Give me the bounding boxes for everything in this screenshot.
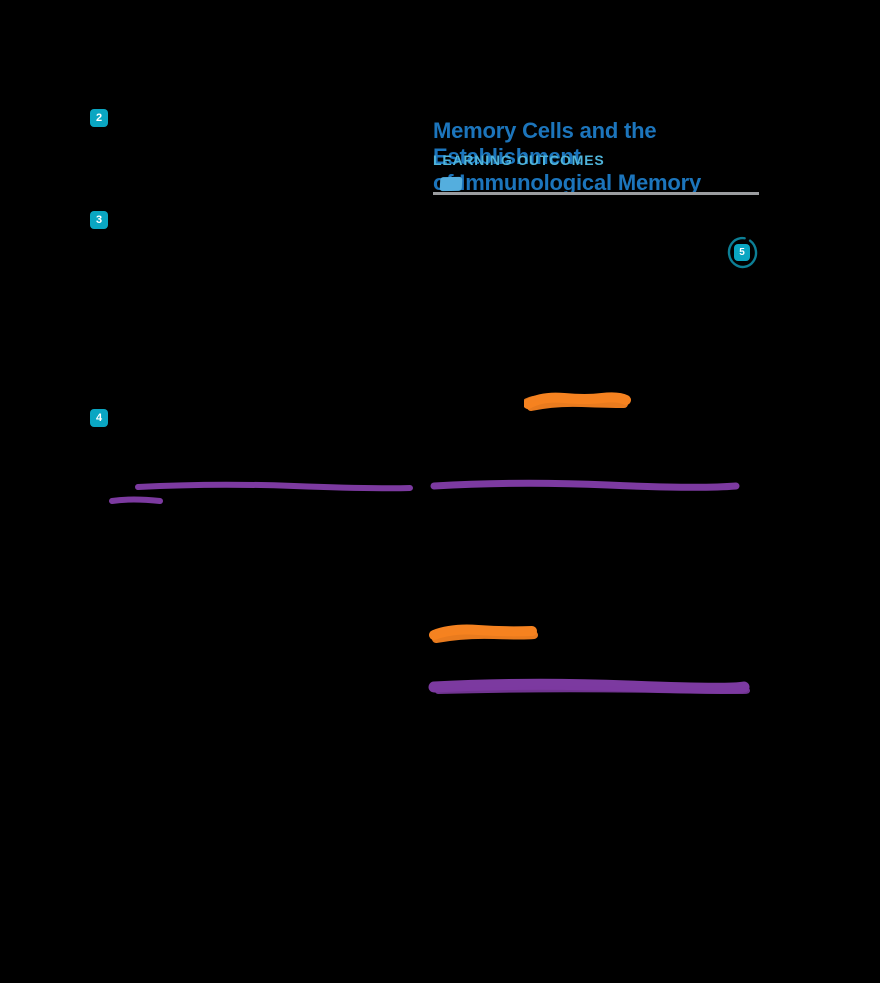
page-title-line2: of Immunological Memory	[433, 169, 701, 195]
footnote-badge-2: 2	[90, 109, 108, 127]
footnote-badge-5-label: 5	[739, 247, 745, 258]
highlight-mark-blue	[439, 176, 463, 192]
footnote-badge-3-label: 3	[95, 214, 103, 226]
heading-divider-rule	[433, 192, 759, 195]
purple-underline-annotation-right-top	[430, 479, 740, 491]
page-title-line1: Memory Cells and the Establishment	[433, 117, 657, 169]
purple-underline-annotation-left	[109, 481, 413, 504]
footnote-badge-3: 3	[90, 211, 108, 229]
footnote-badge-2-label: 2	[95, 112, 103, 124]
page-title: Memory Cells and the Establishment of Im…	[433, 118, 733, 196]
footnote-badge-5: 5	[734, 244, 750, 261]
orange-scribble-annotation-1	[524, 392, 631, 411]
footnote-badge-4-label: 4	[95, 412, 103, 424]
footnote-badge-4: 4	[90, 409, 108, 427]
section-subtitle: LEARNING OUTCOMES	[433, 152, 605, 168]
purple-underline-annotation-right-bottom	[428, 678, 750, 694]
orange-scribble-annotation-2	[429, 624, 538, 643]
